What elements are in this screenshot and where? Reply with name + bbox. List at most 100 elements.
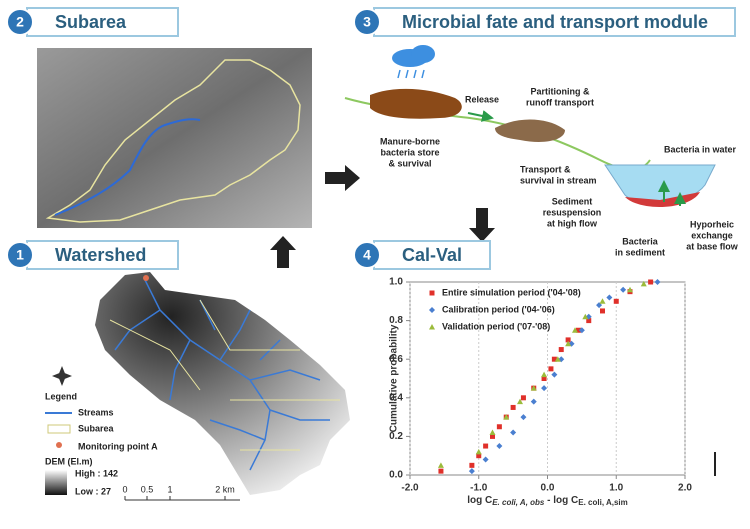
data-point xyxy=(476,453,482,459)
data-point xyxy=(541,376,547,381)
x-tick-label: 2.0 xyxy=(678,483,692,494)
data-point xyxy=(541,371,548,378)
process-label: at high flow xyxy=(547,218,598,228)
process-label: & survival xyxy=(388,158,431,168)
x-tick-label: 0.0 xyxy=(541,483,555,494)
data-point xyxy=(482,456,489,463)
legend-item: Streams xyxy=(78,407,114,417)
chart: -2.0 -1.0 0.0 1.0 2.0 0.0 0.2 0.4 0.6 0.8 1.0 Cumul… xyxy=(389,277,693,507)
x-axis-title-part: - log C xyxy=(544,495,578,506)
header-number: 4 xyxy=(363,247,371,263)
data-point xyxy=(503,414,510,420)
arrow xyxy=(469,208,495,242)
data-point xyxy=(578,327,585,334)
data-point xyxy=(438,468,444,474)
data-point xyxy=(496,424,502,430)
y-tick-label: 0.8 xyxy=(389,315,403,326)
data-point xyxy=(627,286,633,293)
panel-headers: 2 Subarea 3 Microbial fate and transport mo… xyxy=(6,7,736,270)
process-label: runoff transport xyxy=(526,97,594,107)
header-box xyxy=(26,240,179,270)
arrow xyxy=(325,165,360,191)
x-axis-title-part: E. coli, A,sim xyxy=(578,498,628,507)
legend-marker xyxy=(429,290,435,296)
scale-bar: 0 0.5 1 2 km xyxy=(122,484,235,500)
subarea-map xyxy=(37,48,312,228)
data-point xyxy=(490,433,495,439)
bar xyxy=(714,452,716,476)
legend-marker xyxy=(429,324,435,330)
data-point xyxy=(530,385,537,391)
data-point xyxy=(510,404,516,410)
data-point xyxy=(640,280,647,287)
data-point xyxy=(483,443,489,449)
y-tick-label: 0.2 xyxy=(389,431,403,442)
data-point xyxy=(554,356,561,362)
y-tick-label: 0.4 xyxy=(389,392,403,403)
x-axis-title-part: E. coli, A, obs xyxy=(492,498,545,507)
process-label: bacteria store xyxy=(380,147,439,157)
data-point xyxy=(606,294,613,301)
data-point xyxy=(468,468,475,475)
process-label: Transport & xyxy=(520,164,571,174)
arrow xyxy=(270,236,296,268)
data-point xyxy=(530,398,537,405)
data-point xyxy=(558,347,564,353)
x-axis-title: log CE. coli, A, obs - log CE. coli, A,s… xyxy=(467,495,628,507)
dem-title: DEM (El.m) xyxy=(45,456,93,466)
legend-item: Monitoring point A xyxy=(78,441,158,451)
y-tick-label: 0.6 xyxy=(389,354,403,365)
x-axis-title-part: log C xyxy=(467,495,492,506)
header-number: 3 xyxy=(363,14,371,30)
y-axis-title: Cumulative probability xyxy=(389,324,400,432)
data-point xyxy=(551,371,558,378)
data-point xyxy=(520,395,526,401)
header-badge xyxy=(6,8,34,36)
data-point xyxy=(551,356,557,362)
process-label: Sediment xyxy=(552,196,593,206)
dem-high: High : 142 xyxy=(75,468,118,478)
x-tick-label: -2.0 xyxy=(401,483,419,494)
data-point xyxy=(548,366,554,372)
process-label: in sediment xyxy=(615,247,665,257)
header-box xyxy=(26,7,179,37)
process-label: Bacteria xyxy=(622,236,659,246)
header-title: Cal-Val xyxy=(402,245,462,265)
y-tick-label: 0.0 xyxy=(389,470,403,481)
legend-label: Validation period ('07-'08) xyxy=(442,321,550,331)
header-title: Microbial fate and transport module xyxy=(402,12,708,32)
data-point xyxy=(586,318,592,324)
header-number: 1 xyxy=(16,247,24,263)
header-badge xyxy=(353,241,381,269)
data-point xyxy=(599,298,606,304)
map-legend: Legend Streams Subarea Monitoring point … xyxy=(45,366,240,501)
process-label: Partitioning & xyxy=(531,86,590,96)
data-point xyxy=(565,337,571,343)
process-label: Manure-borne xyxy=(380,136,440,146)
process-label: Release xyxy=(465,94,499,104)
process-label: resuspension xyxy=(543,207,602,217)
watershed-map xyxy=(95,272,350,495)
process-label: survival in stream xyxy=(520,175,597,185)
x-tick-label: -1.0 xyxy=(470,483,488,494)
data-point xyxy=(437,462,444,468)
process-label: Bacteria in water xyxy=(664,144,737,154)
scale-label: 0.5 xyxy=(141,484,154,494)
legend-title: Legend xyxy=(45,391,77,401)
data-point xyxy=(582,313,589,320)
scale-label: 2 km xyxy=(215,484,235,494)
data-point xyxy=(575,327,581,333)
process-label: exchange xyxy=(691,230,733,240)
legend-label: Calibration period ('04-'06) xyxy=(442,304,555,314)
header-title: Subarea xyxy=(55,12,127,32)
legend-marker xyxy=(429,307,435,313)
data-point xyxy=(613,298,619,304)
data-point xyxy=(565,340,572,347)
data-point xyxy=(496,443,503,450)
data-point xyxy=(510,429,517,436)
data-point xyxy=(620,286,627,293)
data-point xyxy=(469,462,475,468)
